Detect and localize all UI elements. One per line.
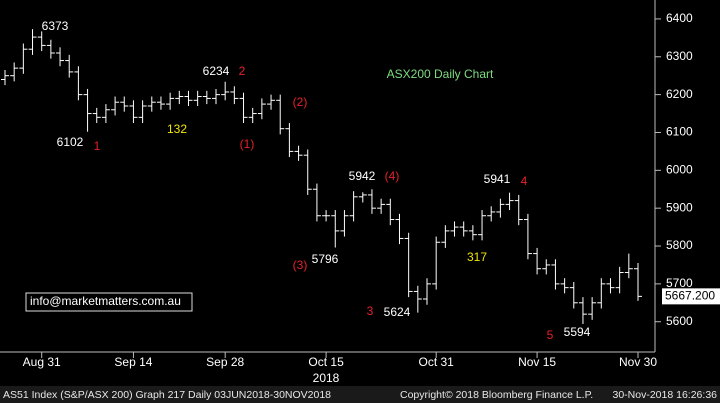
y-tick-label: 6400 [666,11,693,25]
annotation: (2) [293,95,308,109]
annotation: 5594 [564,325,591,339]
annotation: 5941 [484,172,511,186]
y-tick-label: 5900 [666,200,693,214]
chart-title: ASX200 Daily Chart [387,67,494,81]
y-tick-label: 5800 [666,238,693,252]
annotation: 6373 [42,19,69,33]
last-price-box [662,288,720,305]
annotation: 5942 [349,169,376,183]
annotation: 3 [367,304,374,318]
footer-bar [0,386,720,403]
footer-middle: Copyright© 2018 Bloomberg Finance L.P. [400,389,593,401]
annotation: (3) [293,258,308,272]
x-tick-label: Oct 31 [418,355,454,369]
annotation: 5624 [384,305,411,319]
year-label: 2018 [313,371,340,385]
annotation: 5 [547,328,554,342]
annotation: (4) [385,169,400,183]
x-tick-label: Aug 31 [23,355,61,369]
watermark: info@marketmatters.com.au [30,294,181,308]
x-tick-label: Sep 28 [206,355,244,369]
y-tick-label: 5700 [666,276,693,290]
footer-right: 30-Nov-2018 16:26:36 [613,389,718,401]
x-tick-label: Nov 30 [619,355,657,369]
annotation: 5796 [312,252,339,266]
y-tick-label: 6000 [666,162,693,176]
annotation: 2 [239,64,246,78]
annotation: 317 [467,250,487,264]
annotation: 132 [167,122,187,136]
x-tick-label: Oct 15 [308,355,344,369]
y-tick-label: 6200 [666,87,693,101]
x-tick-label: Nov 15 [518,355,556,369]
annotation: 1 [94,139,101,153]
last-price-label: 5667.200 [665,289,715,303]
annotation: 6102 [57,135,84,149]
footer-left: AS51 Index (S&P/ASX 200) Graph 217 Daily… [3,389,331,401]
annotation: 6234 [203,64,230,78]
y-tick-label: 6100 [666,125,693,139]
x-tick-label: Sep 14 [114,355,152,369]
y-tick-label: 6300 [666,49,693,63]
y-tick-label: 5600 [666,314,693,328]
annotation: 4 [521,174,528,188]
annotation: (1) [240,137,255,151]
watermark-box [25,292,193,312]
